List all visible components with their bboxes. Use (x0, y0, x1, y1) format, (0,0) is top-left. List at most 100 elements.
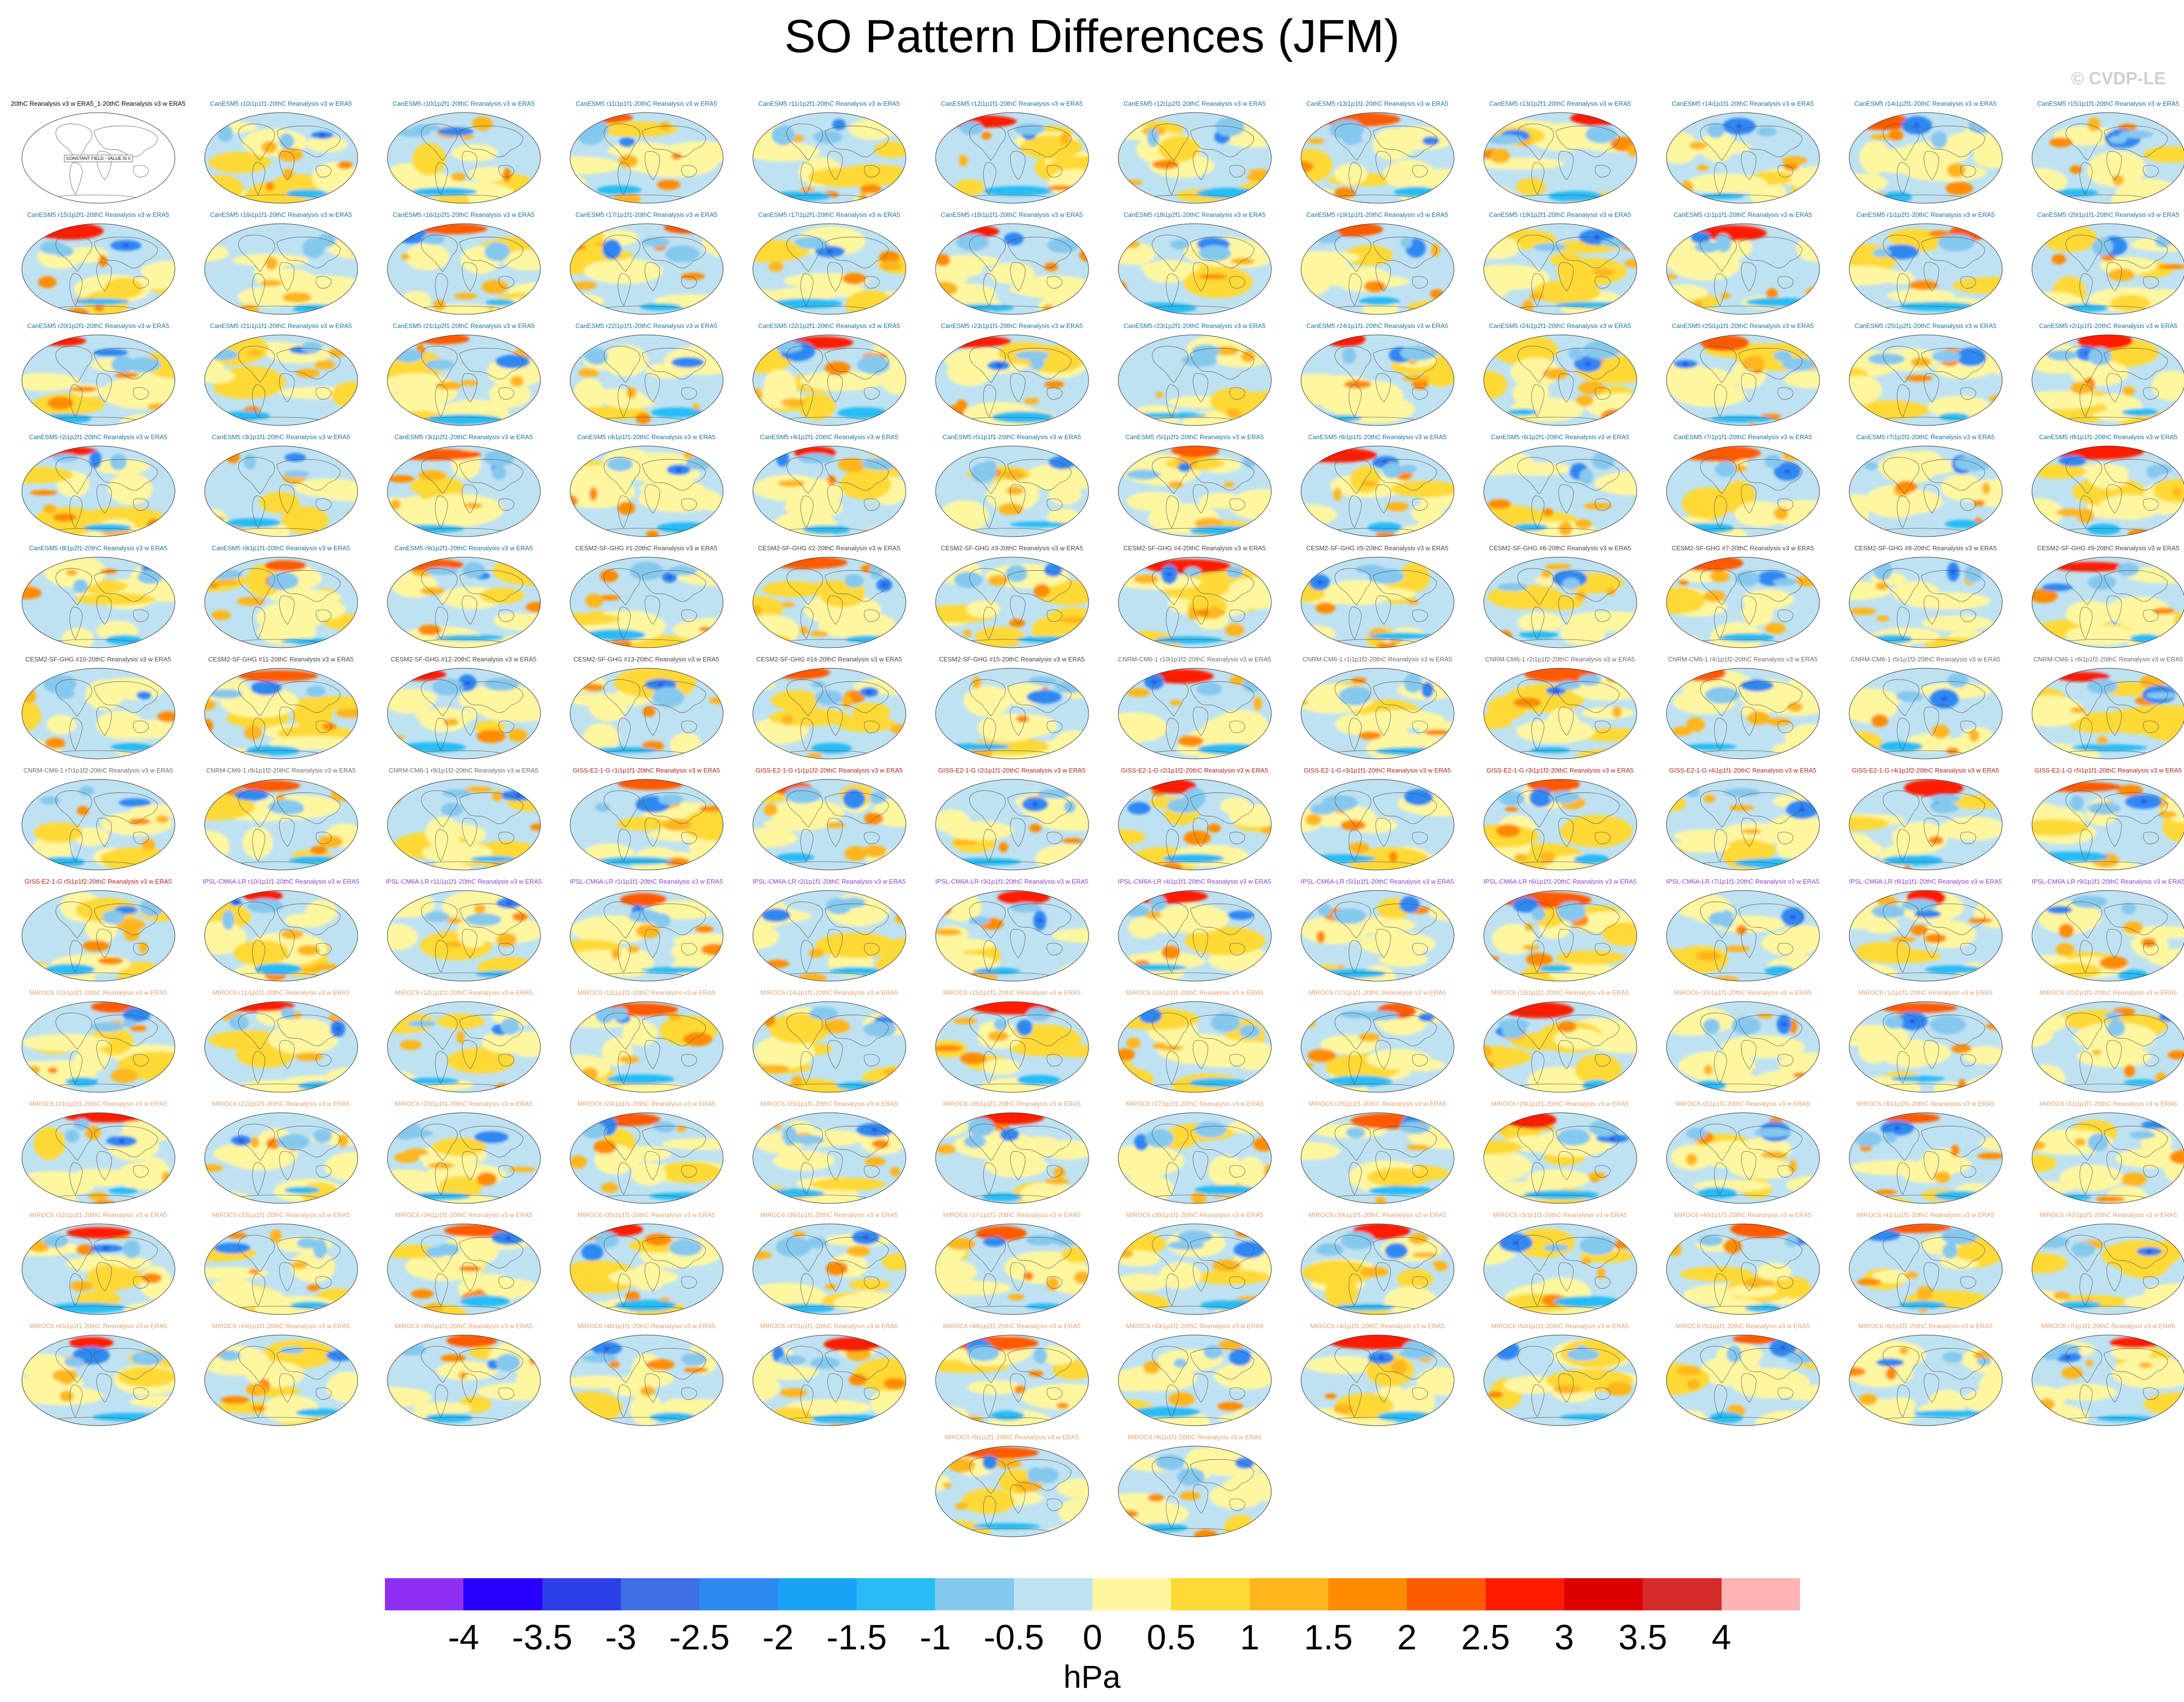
panel-title: MIROC6 r4i1p1f1-20thC Reanalysis v3 w ER… (1310, 1322, 1445, 1330)
map-panel: CanESM5 r15i1p1f1-20thC Reanalysis v3 w … (2017, 100, 2184, 211)
panel-title: CanESM5 r3i1p2f1-20thC Reanalysis v3 w E… (394, 433, 533, 441)
map-plot (1483, 223, 1637, 315)
panel-title: MIROC6 r22i1p1f1-20thC Reanalysis v3 w E… (212, 1100, 350, 1107)
map-panel: CanESM5 r4i1p2f1-20thC Reanalysis v3 w E… (738, 433, 920, 544)
map-panel: CanESM5 r25i1p2f1-20thC Reanalysis v3 w … (1834, 322, 2017, 433)
map-panel: MIROC6 r11i1p1f1-20thC Reanalysis v3 w E… (190, 989, 372, 1100)
map-panel: CESM2-SF-GHG #3-20thC Reanalysis v3 w ER… (920, 544, 1103, 656)
panel-title: MIROC6 r18i1p1f1-20thC Reanalysis v3 w E… (1491, 989, 1629, 996)
map-plot (1666, 334, 1820, 426)
map-panel: MIROC6 r38i1p1f1-20thC Reanalysis v3 w E… (1103, 1211, 1286, 1322)
panel-title: CanESM5 r3i1p1f1-20thC Reanalysis v3 w E… (211, 433, 350, 441)
panel-title: CNRM-CM6-1 r5i1p1f2-20thC Reanalysis v3 … (1850, 656, 2001, 663)
map-plot (204, 779, 358, 870)
panel-title: GISS-E2-1-G r4i1p1f1-20thC Reanalysis v3… (1669, 767, 1817, 774)
panel-title: CNRM-CM6-1 r9i1p1f2-20thC Reanalysis v3 … (388, 767, 539, 774)
map-panel: IPSL-CM6A-LR r6i1p1f1-20thC Reanalysis v… (1469, 878, 1651, 989)
map-plot (752, 112, 906, 204)
colorbar-segment (1721, 1578, 1801, 1610)
map-panel: 20thC Reanalysis v3 w ERA5_1-20thC Reana… (7, 100, 190, 211)
map-panel: CESM2-SF-GHG #12-20thC Reanalysis v3 w E… (372, 656, 555, 767)
map-panel: CanESM5 r16i1p2f1-20thC Reanalysis v3 w … (372, 211, 555, 322)
map-plot (1301, 779, 1454, 870)
panel-title: CanESM5 r16i1p1f1-20thC Reanalysis v3 w … (210, 211, 352, 218)
map-plot (752, 1223, 906, 1315)
map-plot (2031, 1112, 2184, 1204)
map-panel: MIROC6 r12i1p1f1-20thC Reanalysis v3 w E… (372, 989, 555, 1100)
map-plot (21, 445, 175, 537)
map-plot (2031, 1001, 2184, 1093)
map-panel: IPSL-CM6A-LR r2i1p1f1-20thC Reanalysis v… (738, 878, 920, 989)
map-panel: CanESM5 r13i1p2f1-20thC Reanalysis v3 w … (1469, 100, 1651, 211)
map-plot (21, 1223, 175, 1315)
map-plot (1849, 668, 2002, 759)
colorbar-tick-label: -1.5 (826, 1618, 887, 1657)
panel-title: MIROC6 r50i1p1f1-20thC Reanalysis v3 w E… (1491, 1322, 1629, 1330)
colorbar-segment (1249, 1578, 1329, 1610)
colorbar-segment (385, 1578, 464, 1610)
map-panel: MIROC6 r10i1p1f1-20thC Reanalysis v3 w E… (7, 989, 190, 1100)
map-panel: CanESM5 r1i1p2f1-20thC Reanalysis v3 w E… (1834, 211, 2017, 322)
map-panel: MIROC6 r45i1p1f1-20thC Reanalysis v3 w E… (372, 1322, 555, 1433)
map-plot (204, 1223, 358, 1315)
colorbar-segment (1014, 1578, 1093, 1610)
panel-title: CESM2-SF-GHG #10-20thC Reanalysis v3 w E… (25, 656, 172, 663)
map-plot (1483, 779, 1637, 870)
map-plot (1666, 668, 1820, 759)
map-plot (387, 1112, 540, 1204)
map-panel: CanESM5 r17i1p1f1-20thC Reanalysis v3 w … (555, 211, 738, 322)
panel-title: CanESM5 r15i1p2f1-20thC Reanalysis v3 w … (27, 211, 170, 218)
panel-title: MIROC6 r20i1p1f1-20thC Reanalysis v3 w E… (2039, 989, 2177, 996)
map-panel: CanESM5 r10i1p1f1-20thC Reanalysis v3 w … (190, 100, 372, 211)
panel-title: GISS-E2-1-G r2i1p1f1-20thC Reanalysis v3… (938, 767, 1086, 774)
map-panel: CanESM5 r11i1p1f1-20thC Reanalysis v3 w … (555, 100, 738, 211)
panel-title: CanESM5 r11i1p1f1-20thC Reanalysis v3 w … (575, 100, 717, 107)
map-plot (935, 112, 1089, 204)
colorbar-segment (1643, 1578, 1722, 1610)
map-panel: IPSL-CM6A-LR r7i1p1f1-20thC Reanalysis v… (1651, 878, 1834, 989)
panel-title: CESM2-SF-GHG #8-20thC Reanalysis v3 w ER… (1854, 544, 1997, 552)
map-plot (1118, 557, 1271, 648)
colorbar-segment (1092, 1578, 1171, 1610)
constant-field-note: CONSTANT FIELD - VALUE IS 0 (66, 156, 130, 161)
map-panel: MIROC6 r32i1p1f1-20thC Reanalysis v3 w E… (7, 1211, 190, 1322)
map-panel: MIROC6 r6i1p1f1-20thC Reanalysis v3 w ER… (1834, 1322, 2017, 1433)
map-plot (21, 1335, 175, 1426)
map-plot (1301, 1335, 1454, 1426)
panel-title: MIROC6 r38i1p1f1-20thC Reanalysis v3 w E… (1126, 1211, 1264, 1218)
panel-title: CNRM-CM6-1 r2i1p1f2-20thC Reanalysis v3 … (1485, 656, 1635, 663)
map-plot (1118, 1335, 1271, 1426)
map-plot (1483, 334, 1637, 426)
panel-title: MIROC6 r8i1p1f1-20thC Reanalysis v3 w ER… (944, 1433, 1079, 1441)
map-panel: CESM2-SF-GHG #2-20thC Reanalysis v3 w ER… (738, 544, 920, 656)
colorbar-tick-label: 0.5 (1147, 1618, 1196, 1657)
panel-title: CanESM5 r19i1p2f1-20thC Reanalysis v3 w … (1489, 211, 1631, 218)
map-plot (1849, 890, 2002, 982)
panel-title: MIROC6 r25i1p1f1-20thC Reanalysis v3 w E… (760, 1100, 898, 1107)
map-panel: MIROC6 r36i1p1f1-20thC Reanalysis v3 w E… (738, 1211, 920, 1322)
panel-title: MIROC6 r16i1p1f1-20thC Reanalysis v3 w E… (1126, 989, 1264, 996)
map-panel: CESM2-SF-GHG #1-20thC Reanalysis v3 w ER… (555, 544, 738, 656)
map-panel: CanESM5 r21i1p1f1-20thC Reanalysis v3 w … (190, 322, 372, 433)
map-panel: MIROC6 r50i1p1f1-20thC Reanalysis v3 w E… (1469, 1322, 1651, 1433)
panel-title: CanESM5 r24i1p2f1-20thC Reanalysis v3 w … (1489, 322, 1631, 329)
map-panel: CESM2-SF-GHG #13-20thC Reanalysis v3 w E… (555, 656, 738, 767)
panel-title: MIROC6 r2i1p1f1-20thC Reanalysis v3 w ER… (1675, 1100, 1810, 1107)
map-panel: CanESM5 r10i1p2f1-20thC Reanalysis v3 w … (372, 100, 555, 211)
map-panel: CanESM5 r24i1p2f1-20thC Reanalysis v3 w … (1469, 322, 1651, 433)
map-plot (935, 1446, 1089, 1537)
map-panel: CanESM5 r9i1p2f1-20thC Reanalysis v3 w E… (372, 544, 555, 656)
panel-title: MIROC6 r23i1p1f1-20thC Reanalysis v3 w E… (395, 1100, 533, 1107)
panel-title: CanESM5 r13i1p2f1-20thC Reanalysis v3 w … (1489, 100, 1631, 107)
map-panel: MIROC6 r34i1p1f1-20thC Reanalysis v3 w E… (372, 1211, 555, 1322)
panel-title: CanESM5 r14i1p1f1-20thC Reanalysis v3 w … (1671, 100, 1814, 107)
panel-title: GISS-E2-1-G r1i1p1f1-20thC Reanalysis v3… (573, 767, 720, 774)
map-panel: IPSL-CM6A-LR r10i1p1f1-20thC Reanalysis … (190, 878, 372, 989)
panel-title: CanESM5 r18i1p1f1-20thC Reanalysis v3 w … (940, 211, 1083, 218)
map-plot (2031, 1335, 2184, 1426)
map-panel: CanESM5 r9i1p1f1-20thC Reanalysis v3 w E… (190, 544, 372, 656)
map-plot (570, 890, 723, 982)
panel-title: CanESM5 r8i1p1f1-20thC Reanalysis v3 w E… (2039, 433, 2178, 441)
map-plot (935, 1223, 1089, 1315)
map-panel: MIROC6 r16i1p1f1-20thC Reanalysis v3 w E… (1103, 989, 1286, 1100)
